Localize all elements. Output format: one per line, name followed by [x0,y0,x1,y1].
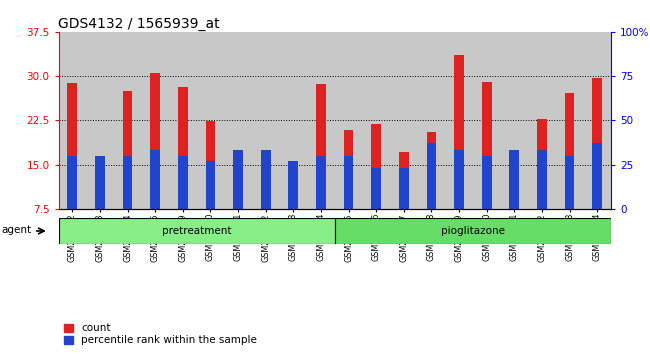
Bar [510,160,519,209]
Bar [482,156,491,209]
Bar [399,152,409,209]
Bar [482,82,491,209]
Bar [58,218,335,244]
Bar [426,143,436,209]
Bar [399,168,409,209]
Bar [454,56,464,209]
Bar [178,156,188,209]
Bar [289,161,298,209]
Bar [150,73,160,209]
Bar [261,153,270,209]
Bar [123,91,133,209]
Bar [261,150,270,209]
Bar [68,83,77,209]
Bar [316,84,326,209]
Bar [537,119,547,209]
Bar [150,150,160,209]
Text: agent: agent [1,225,31,235]
Bar [68,156,77,209]
Bar [233,150,243,209]
Bar [565,93,575,209]
Bar [344,130,354,209]
Legend: count, percentile rank within the sample: count, percentile rank within the sample [64,323,257,345]
Bar [178,87,188,209]
Text: pioglitazone: pioglitazone [441,226,505,236]
Bar [426,132,436,209]
Bar [123,156,133,209]
Bar [565,156,575,209]
Bar [344,156,354,209]
Bar [205,161,215,209]
Bar [95,156,105,209]
Bar [510,150,519,209]
Bar [95,166,105,209]
Bar [454,150,464,209]
Bar [205,121,215,209]
Bar [233,163,243,209]
Text: pretreatment: pretreatment [162,226,231,236]
Bar [289,162,298,209]
Bar [592,78,602,209]
Bar [316,156,326,209]
Bar [371,124,381,209]
Bar [335,218,611,244]
Bar [537,150,547,209]
Bar [592,143,602,209]
Bar [371,168,381,209]
Text: GDS4132 / 1565939_at: GDS4132 / 1565939_at [58,17,220,31]
